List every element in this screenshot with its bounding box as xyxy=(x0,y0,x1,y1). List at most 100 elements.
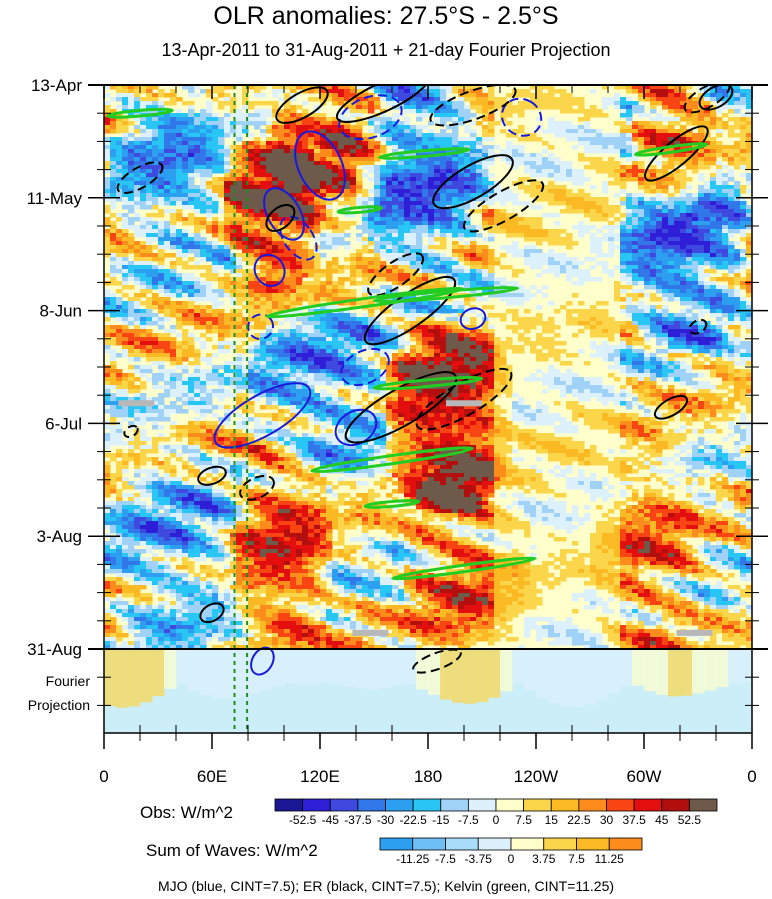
field-cell xyxy=(290,293,297,298)
field-cell xyxy=(668,209,675,214)
field-cell xyxy=(344,245,351,250)
field-cell xyxy=(614,173,621,178)
field-cell xyxy=(632,269,639,274)
field-cell xyxy=(182,181,189,186)
field-cell xyxy=(446,105,453,110)
field-cell xyxy=(734,93,741,98)
field-cell xyxy=(458,229,465,234)
field-cell xyxy=(686,225,693,230)
field-cell xyxy=(704,197,711,202)
field-cell xyxy=(398,217,405,222)
field-cell xyxy=(644,253,651,258)
field-cell xyxy=(662,277,669,282)
field-cell xyxy=(260,293,267,298)
field-cell xyxy=(116,137,123,142)
field-cell xyxy=(260,213,267,218)
field-cell xyxy=(416,197,423,202)
field-cell xyxy=(536,253,543,258)
field-cell xyxy=(392,145,399,150)
field-cell xyxy=(638,113,645,118)
field-cell xyxy=(230,281,237,286)
field-cell xyxy=(512,241,519,246)
field-cell xyxy=(164,197,171,202)
field-cell xyxy=(158,153,165,158)
field-cell xyxy=(284,113,291,118)
field-cell xyxy=(146,201,153,206)
field-cell xyxy=(368,97,375,102)
field-cell xyxy=(680,153,687,158)
field-cell xyxy=(464,205,471,210)
field-cell xyxy=(482,113,489,118)
field-cell xyxy=(272,85,279,90)
field-cell xyxy=(140,137,147,142)
field-cell xyxy=(698,281,705,286)
field-cell xyxy=(404,185,411,190)
field-cell xyxy=(134,233,141,238)
field-cell xyxy=(308,185,315,190)
field-cell xyxy=(434,229,441,234)
field-cell xyxy=(200,281,207,286)
field-cell xyxy=(632,277,639,282)
field-cell xyxy=(650,213,657,218)
field-cell xyxy=(716,177,723,182)
field-cell xyxy=(326,137,333,142)
field-cell xyxy=(608,253,615,258)
field-cell xyxy=(368,161,375,166)
field-cell xyxy=(332,173,339,178)
field-cell xyxy=(332,313,339,318)
field-cell xyxy=(230,301,237,306)
field-cell xyxy=(698,93,705,98)
field-cell xyxy=(680,185,687,190)
field-cell xyxy=(674,205,681,210)
field-cell xyxy=(728,277,735,282)
field-cell xyxy=(500,113,507,118)
field-cell xyxy=(320,173,327,178)
field-cell xyxy=(368,301,375,306)
field-cell xyxy=(626,257,633,262)
field-cell xyxy=(170,233,177,238)
field-cell xyxy=(146,309,153,314)
field-cell xyxy=(188,277,195,282)
field-cell xyxy=(674,117,681,122)
field-cell xyxy=(164,193,171,198)
field-cell xyxy=(314,277,321,282)
field-cell xyxy=(188,245,195,250)
field-cell xyxy=(536,89,543,94)
field-cell xyxy=(224,245,231,250)
field-cell xyxy=(326,89,333,94)
field-cell xyxy=(716,125,723,130)
field-cell xyxy=(260,181,267,186)
field-cell xyxy=(566,97,573,102)
field-cell xyxy=(356,281,363,286)
field-cell xyxy=(236,169,243,174)
field-cell xyxy=(350,113,357,118)
field-cell xyxy=(176,233,183,238)
field-cell xyxy=(476,85,483,90)
field-cell xyxy=(236,217,243,222)
field-cell xyxy=(722,237,729,242)
field-cell xyxy=(140,249,147,254)
field-cell xyxy=(284,185,291,190)
field-cell xyxy=(194,173,201,178)
field-cell xyxy=(638,241,645,246)
field-cell xyxy=(620,165,627,170)
field-cell xyxy=(314,149,321,154)
field-cell xyxy=(674,281,681,286)
field-cell xyxy=(434,253,441,258)
field-cell xyxy=(458,213,465,218)
field-cell xyxy=(614,161,621,166)
field-cell xyxy=(608,133,615,138)
field-cell xyxy=(350,197,357,202)
field-cell xyxy=(668,125,675,130)
field-cell xyxy=(746,137,752,142)
field-cell xyxy=(110,241,117,246)
field-cell xyxy=(482,169,489,174)
field-cell xyxy=(464,117,471,122)
field-cell xyxy=(284,153,291,158)
field-cell xyxy=(344,241,351,246)
field-cell xyxy=(614,165,621,170)
field-cell xyxy=(716,185,723,190)
field-cell xyxy=(362,141,369,146)
field-cell xyxy=(368,197,375,202)
field-cell xyxy=(446,137,453,142)
